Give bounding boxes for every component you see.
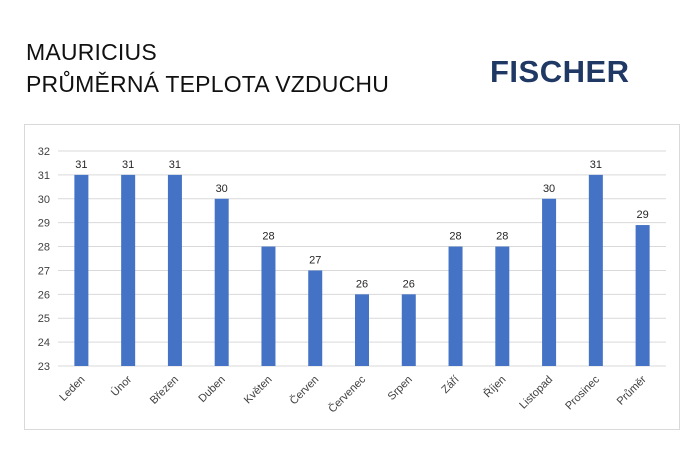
bar-4 (261, 246, 276, 366)
data-label: 31 (75, 159, 87, 171)
x-category-label: Říjen (481, 373, 508, 400)
bar-7 (401, 294, 416, 366)
bar-12 (635, 225, 650, 366)
x-category-label: Průměr (615, 373, 649, 407)
bar-10 (542, 198, 557, 366)
x-category-label: Září (439, 374, 461, 396)
y-tick-label: 32 (38, 146, 50, 158)
data-label: 31 (122, 159, 134, 171)
y-tick-label: 24 (38, 337, 50, 349)
bar-6 (355, 294, 369, 366)
data-label: 30 (543, 183, 555, 195)
bar-5 (308, 270, 323, 366)
bar-11 (588, 174, 603, 366)
data-label: 26 (403, 278, 415, 290)
chart-title: MAURICIUS PRŮMĚRNÁ TEPLOTA VZDUCHU (26, 36, 389, 100)
chart-area (24, 124, 680, 430)
bar-9 (495, 246, 510, 366)
data-label: 29 (636, 209, 648, 221)
data-label: 31 (590, 159, 602, 171)
y-tick-label: 31 (38, 170, 50, 182)
bar-1 (121, 174, 136, 366)
bar-3 (214, 198, 229, 366)
data-label: 27 (309, 254, 321, 266)
data-label: 28 (449, 231, 461, 243)
y-tick-label: 30 (38, 194, 50, 206)
x-category-label: Červenec (326, 373, 369, 416)
x-category-label: Duben (196, 374, 227, 405)
x-category-label: Listopad (517, 374, 555, 412)
brand-logo: FISCHER (490, 54, 630, 89)
x-category-label: Srpen (386, 374, 415, 403)
bar-0 (74, 174, 89, 366)
title-line-1: MAURICIUS (26, 39, 157, 65)
x-category-label: Červen (287, 373, 321, 407)
x-category-label: Prosinec (563, 373, 602, 412)
title-line-2: PRŮMĚRNÁ TEPLOTA VZDUCHU (26, 71, 390, 97)
y-tick-label: 29 (38, 218, 50, 230)
data-label: 28 (262, 231, 274, 243)
y-tick-label: 26 (38, 289, 50, 301)
x-category-label: Únor (108, 373, 134, 399)
y-tick-label: 23 (38, 361, 50, 373)
x-category-label: Leden (57, 374, 87, 404)
data-label: 31 (169, 159, 181, 171)
data-label: 28 (496, 231, 508, 243)
y-tick-label: 27 (38, 265, 50, 277)
x-category-label: Květen (242, 374, 275, 407)
y-tick-label: 25 (38, 313, 50, 325)
data-label: 30 (216, 183, 228, 195)
x-category-label: Březen (148, 374, 181, 407)
data-label: 26 (356, 278, 368, 290)
y-tick-label: 28 (38, 242, 50, 254)
bar-2 (167, 174, 182, 366)
bar-8 (448, 246, 463, 366)
